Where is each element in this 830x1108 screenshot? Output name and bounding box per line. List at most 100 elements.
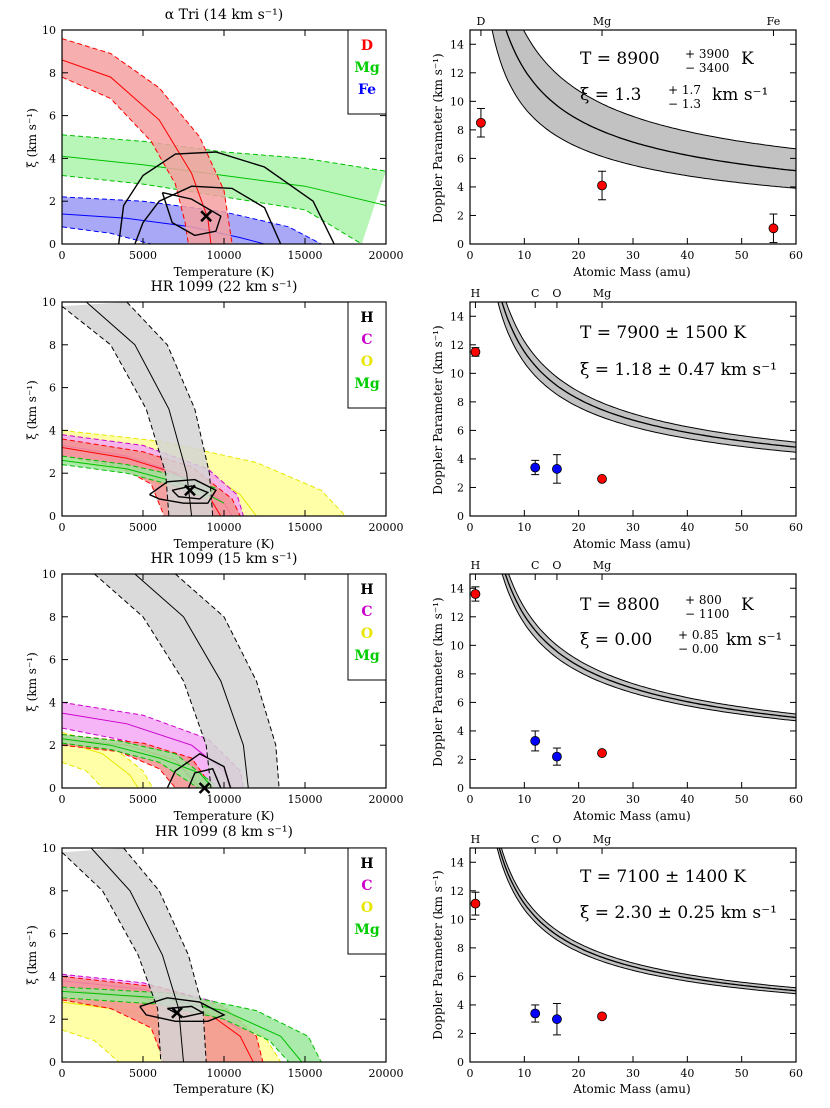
- chi2-contour: [166, 752, 232, 788]
- y-tick-label: 14: [450, 38, 464, 51]
- x-axis-label: Atomic Mass (amu): [572, 809, 690, 823]
- model-band: [502, 574, 796, 721]
- band-edge-lower-Hgrey: [62, 305, 170, 516]
- x-tick-label: 5000: [129, 521, 157, 534]
- y-axis-label: Doppler Parameter (km s⁻¹): [431, 325, 445, 494]
- temperature-plus: + 800: [685, 593, 722, 607]
- y-axis-label: Doppler Parameter (km s⁻¹): [431, 597, 445, 766]
- y-tick-label: 10: [450, 913, 464, 926]
- legend-entry-Mg: Mg: [354, 922, 379, 938]
- legend-entry-Mg: Mg: [354, 60, 379, 76]
- y-axis-label: Doppler Parameter (km s⁻¹): [431, 870, 445, 1039]
- model-band: [497, 302, 796, 453]
- plot-area: [496, 848, 796, 995]
- y-tick-label: 10: [42, 568, 56, 581]
- y-tick-label: 8: [49, 67, 56, 80]
- panel-doppler-4: 0 10 20 30 40 50 60 0 2 4 6 8 10 12 14 H C O Mg Atomic Mas…: [431, 833, 803, 1096]
- legend-entry-Mg: Mg: [354, 648, 379, 664]
- x-tick-label: 10: [517, 249, 531, 262]
- model-band-upper: [508, 574, 796, 715]
- turbulence-unit: km s⁻¹: [712, 85, 768, 105]
- y-axis-label: ξ (km s⁻¹): [25, 380, 39, 440]
- data-point-H: [470, 347, 481, 357]
- y-tick-label: 12: [450, 339, 464, 352]
- x-tick-label: 0: [467, 521, 474, 534]
- band-edge-lower-O: [62, 1029, 120, 1062]
- y-tick-label: 0: [49, 1056, 56, 1069]
- x-tick-label: 5000: [129, 249, 157, 262]
- x-tick-label: 0: [467, 1067, 474, 1080]
- band-Mg: [62, 456, 216, 499]
- x-tick-label: 10: [517, 793, 531, 806]
- chi2-contour: [149, 478, 217, 504]
- y-tick-label: 6: [457, 970, 464, 983]
- model-band: [492, 30, 796, 189]
- best-fit-stroke: [171, 1006, 183, 1019]
- y-tick-label: 8: [457, 396, 464, 409]
- plot-area: [501, 574, 796, 722]
- legend-entry-C: C: [361, 878, 372, 894]
- band-center-Mg: [62, 990, 303, 1062]
- top-element-label: C: [531, 287, 539, 300]
- best-fit-marker: [184, 484, 196, 497]
- x-tick-label: 0: [467, 793, 474, 806]
- y-tick-label: 6: [457, 424, 464, 437]
- x-tick-label: 20000: [369, 249, 404, 262]
- band-center-Hgrey: [134, 574, 249, 788]
- x-tick-label: 20: [572, 1067, 586, 1080]
- x-tick-label: 10: [517, 1067, 531, 1080]
- band-center-Mg: [62, 738, 214, 788]
- legend-entry-H: H: [360, 310, 373, 326]
- y-tick-label: 10: [42, 24, 56, 37]
- turbulence-label: ξ = 2.30 ± 0.25 km s⁻¹: [580, 903, 777, 923]
- panel-contour-2: HR 1099 (22 km s⁻¹) 0 5000 10000 15000 20000…: [25, 279, 404, 551]
- top-element-label: C: [531, 833, 539, 846]
- plot-area: [491, 30, 796, 189]
- y-tick-label: 12: [450, 885, 464, 898]
- y-tick-label: 10: [450, 367, 464, 380]
- x-tick-label: 15000: [288, 249, 323, 262]
- y-tick-label: 4: [49, 424, 56, 437]
- panel-doppler-2: 0 10 20 30 40 50 60 0 2 4 6 8 10 12 14 H C O Mg Atomic Mas…: [431, 287, 803, 551]
- y-tick-label: 2: [49, 195, 56, 208]
- best-fit-marker: [200, 210, 213, 223]
- band-edge-upper-C: [62, 434, 244, 516]
- legend-box: [347, 847, 387, 955]
- legend-box: [347, 573, 387, 681]
- y-tick-label: 4: [49, 970, 56, 983]
- x-tick-label: 0: [467, 249, 474, 262]
- top-element-label: C: [531, 559, 539, 572]
- plot-area: [62, 848, 322, 1062]
- x-tick-label: 50: [735, 521, 749, 534]
- doppler-plot: 0 10 20 30 40 50 60 0 2 4 6 8 10 12 14 H C O Mg: [450, 287, 803, 534]
- doppler-plot: 0 10 20 30 40 50 60 0 2 4 6 8 10 12 14 D Mg Fe: [450, 15, 803, 262]
- chi2-contour: [187, 767, 222, 788]
- x-tick-label: 0: [59, 1067, 66, 1080]
- x-tick-label: 10: [517, 521, 531, 534]
- plot-area: [497, 302, 796, 453]
- panel-title: HR 1099 (15 km s⁻¹): [151, 551, 298, 567]
- temperature-minus: − 3400: [685, 61, 729, 75]
- legend-entry-O: O: [361, 626, 373, 642]
- y-tick-label: 14: [450, 856, 464, 869]
- y-tick-label: 10: [42, 842, 56, 855]
- x-tick-label: 30: [626, 1067, 640, 1080]
- x-tick-label: 20: [572, 793, 586, 806]
- x-tick-label: 60: [789, 1067, 803, 1080]
- y-tick-label: 4: [49, 152, 56, 165]
- legend-entry-H: H: [360, 582, 373, 598]
- model-band-lower: [501, 574, 796, 722]
- y-tick-label: 2: [457, 209, 464, 222]
- model-curve: [498, 848, 796, 992]
- best-fit-marker: [171, 1006, 183, 1019]
- best-fit-stroke: [184, 484, 196, 497]
- top-element-label: O: [552, 559, 561, 572]
- legend-entry-H: H: [360, 856, 373, 872]
- legend-entry-O: O: [361, 354, 373, 370]
- band-Hgrey: [94, 574, 280, 788]
- chi2-contour: [171, 485, 210, 500]
- panel-contour-3: HR 1099 (15 km s⁻¹) 0 5000 10000 15000 20000…: [25, 551, 404, 823]
- temperature-label: T = 8800: [580, 595, 660, 615]
- y-tick-label: 0: [457, 1056, 464, 1069]
- y-tick-label: 2: [457, 481, 464, 494]
